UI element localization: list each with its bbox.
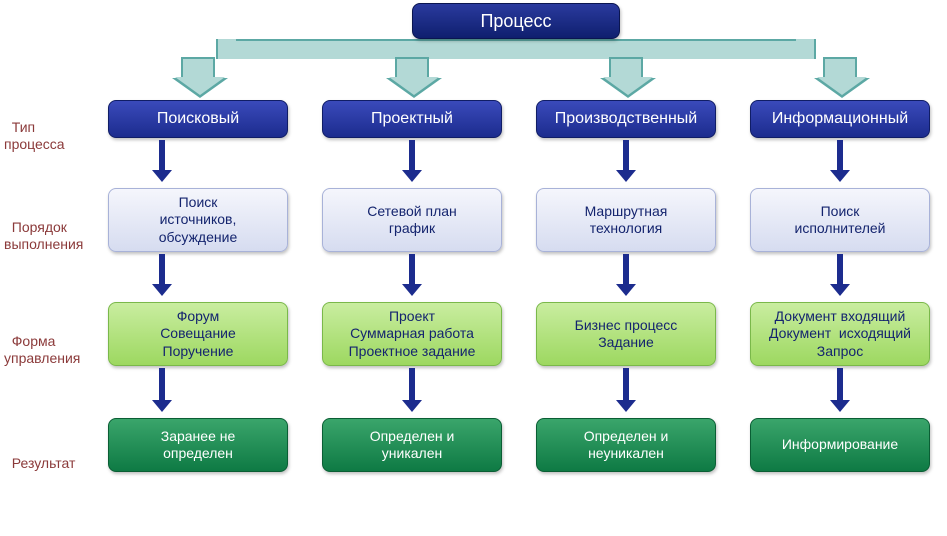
result-box-1: Определен и уникален xyxy=(322,418,502,472)
arrow-3-b xyxy=(837,254,843,286)
stub-left xyxy=(216,39,236,59)
order-box-1: Сетевой план график xyxy=(322,188,502,252)
big-arrow-2 xyxy=(609,57,643,79)
form-box-3: Документ входящий Документ исходящий Зап… xyxy=(750,302,930,366)
form-box-1: Проект Суммарная работа Проектное задани… xyxy=(322,302,502,366)
arrow-3-c xyxy=(837,368,843,402)
arrow-1-b xyxy=(409,254,415,286)
arrow-1-c xyxy=(409,368,415,402)
type-box-3: Информационный xyxy=(750,100,930,138)
distribution-bar xyxy=(218,39,814,59)
type-box-2: Производственный xyxy=(536,100,716,138)
root-label: Процесс xyxy=(480,10,551,33)
stub-right xyxy=(796,39,816,59)
arrow-1-a xyxy=(409,140,415,172)
form-box-0: Форум Совещание Поручение xyxy=(108,302,288,366)
type-box-0: Поисковый xyxy=(108,100,288,138)
result-box-3: Информирование xyxy=(750,418,930,472)
type-box-1: Проектный xyxy=(322,100,502,138)
big-arrow-3 xyxy=(823,57,857,79)
arrow-0-c xyxy=(159,368,165,402)
row-label-type: Тип процесса xyxy=(4,102,65,152)
arrow-3-a xyxy=(837,140,843,172)
root-box: Процесс xyxy=(412,3,620,39)
row-label-order: Порядок выполнения xyxy=(4,202,83,252)
row-label-form: Форма управления xyxy=(4,316,80,366)
order-box-2: Маршрутная технология xyxy=(536,188,716,252)
order-box-3: Поиск исполнителей xyxy=(750,188,930,252)
arrow-2-c xyxy=(623,368,629,402)
arrow-0-b xyxy=(159,254,165,286)
big-arrow-0 xyxy=(181,57,215,79)
arrow-0-a xyxy=(159,140,165,172)
result-box-0: Заранее не определен xyxy=(108,418,288,472)
big-arrow-1 xyxy=(395,57,429,79)
arrow-2-b xyxy=(623,254,629,286)
form-box-2: Бизнес процесс Задание xyxy=(536,302,716,366)
order-box-0: Поиск источников, обсуждение xyxy=(108,188,288,252)
arrow-2-a xyxy=(623,140,629,172)
row-label-result: Результат xyxy=(4,438,75,472)
result-box-2: Определен и неуникален xyxy=(536,418,716,472)
